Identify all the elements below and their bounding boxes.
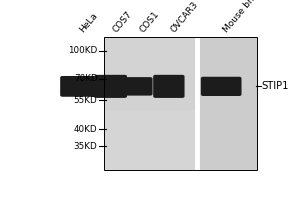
FancyBboxPatch shape xyxy=(201,77,242,96)
FancyBboxPatch shape xyxy=(60,76,96,97)
Text: 55KD: 55KD xyxy=(74,96,98,105)
Ellipse shape xyxy=(158,78,180,88)
Ellipse shape xyxy=(206,80,236,88)
Text: 70KD: 70KD xyxy=(74,74,98,83)
Text: STIP1: STIP1 xyxy=(261,81,289,91)
Text: 100KD: 100KD xyxy=(68,46,98,55)
Text: 40KD: 40KD xyxy=(74,125,98,134)
Text: COS1: COS1 xyxy=(139,10,161,35)
Text: COS7: COS7 xyxy=(111,10,134,35)
Bar xyxy=(199,37,257,170)
Bar xyxy=(104,110,197,170)
Bar xyxy=(104,37,197,170)
Ellipse shape xyxy=(99,78,123,88)
FancyBboxPatch shape xyxy=(125,77,153,96)
Bar xyxy=(104,37,257,170)
Text: 35KD: 35KD xyxy=(74,142,98,151)
FancyBboxPatch shape xyxy=(153,75,184,98)
Ellipse shape xyxy=(65,79,92,88)
Text: OVCAR3: OVCAR3 xyxy=(169,0,200,35)
Text: Mouse brain: Mouse brain xyxy=(221,0,264,35)
Text: HeLa: HeLa xyxy=(78,11,100,35)
Bar xyxy=(104,37,197,74)
FancyBboxPatch shape xyxy=(94,75,127,98)
Ellipse shape xyxy=(129,80,148,88)
